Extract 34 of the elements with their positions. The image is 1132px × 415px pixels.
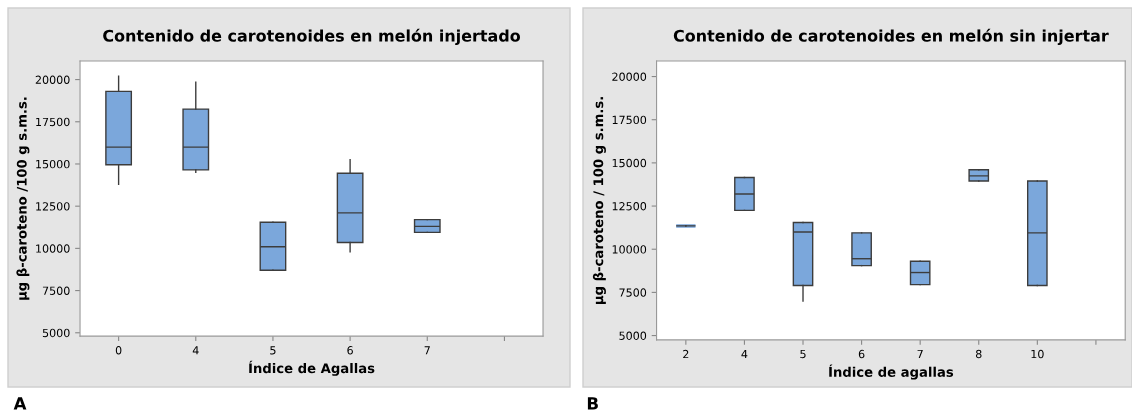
x-tick-label: 7 [917, 349, 923, 359]
x-tick-label: 4 [741, 349, 748, 359]
chart-title: Contenido de carotenoides en melón sin injertar [673, 28, 1109, 46]
text: B [587, 397, 598, 410]
y-tick-label: 5000 [619, 331, 647, 340]
x-tick-label: 5 [800, 349, 806, 359]
x-tick-label: 5 [270, 346, 276, 355]
y-tick-label: 7500 [42, 286, 70, 295]
x-tick-label: 0 [115, 346, 122, 355]
y-tick-label: 5000 [42, 328, 70, 338]
y-tick-label: 20000 [612, 72, 647, 81]
x-tick-label: 4 [192, 346, 199, 355]
y-tick-label: 17500 [36, 117, 70, 127]
y-tick-label: 20000 [35, 75, 70, 84]
chart-title: Contenido de carotenoides en melón injertado [103, 28, 521, 46]
x-tick-label: 8 [975, 349, 982, 359]
y-axis-title: µg β-caroteno /100 g s.m.s. [16, 97, 30, 300]
y-tick-label: 10000 [36, 244, 70, 253]
y-tick-label: 7500 [619, 288, 647, 297]
x-tick-label: 7 [424, 346, 430, 355]
x-tick-label: 6 [347, 346, 353, 355]
text: A [13, 397, 27, 410]
x-axis-title: Índice de Agallas [249, 360, 375, 376]
y-tick-label: 17500 [612, 115, 647, 125]
x-tick-label: 10 [1031, 349, 1044, 359]
y-tick-label: 12500 [36, 202, 70, 211]
y-axis-title: µg β-caroteno / 100 g s.m.s. [592, 97, 606, 304]
x-axis-title: Índice de agallas [829, 364, 954, 380]
x-tick-label: 2 [683, 349, 689, 359]
y-tick-label: 10000 [612, 245, 647, 254]
x-tick-label: 6 [858, 349, 865, 359]
y-tick-label: 12500 [612, 202, 647, 211]
y-tick-label: 15000 [612, 158, 647, 168]
y-tick-label: 15000 [36, 159, 70, 169]
